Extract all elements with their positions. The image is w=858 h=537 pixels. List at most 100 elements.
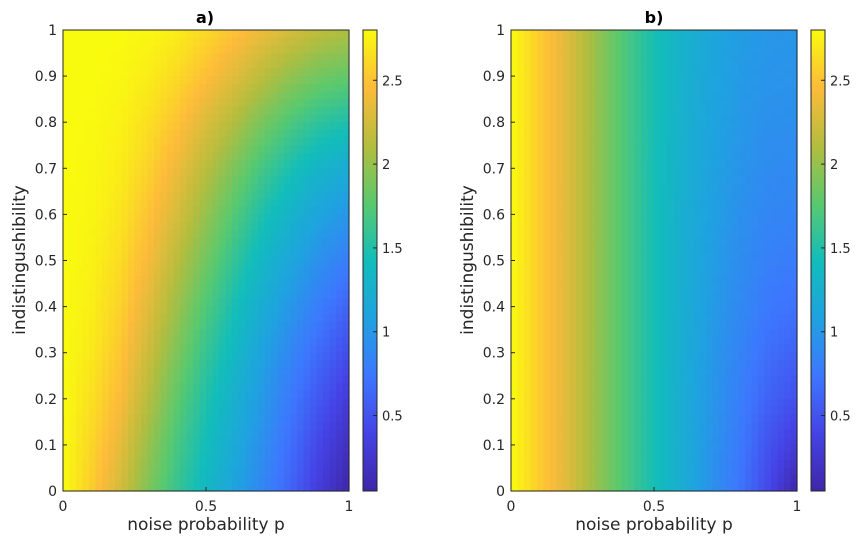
heatmap-cell	[569, 337, 577, 346]
heatmap-cell	[186, 60, 194, 70]
heatmap-cell	[563, 329, 571, 338]
heatmap-cell	[82, 91, 90, 100]
heatmap-cell	[634, 337, 642, 346]
heatmap-cell	[193, 375, 201, 385]
heatmap-cell	[323, 391, 331, 400]
heatmap-cell	[530, 306, 538, 315]
heatmap-cell	[667, 83, 675, 93]
heatmap-cell	[342, 345, 350, 354]
heatmap-cell	[556, 191, 564, 200]
heatmap-cell	[329, 360, 337, 369]
heatmap-cell	[784, 245, 792, 254]
heatmap-cell	[264, 268, 272, 277]
heatmap-cell	[167, 222, 175, 231]
heatmap-cell	[219, 314, 227, 323]
heatmap-cell	[751, 214, 759, 223]
heatmap-cell	[251, 467, 259, 477]
heatmap-cell	[511, 183, 519, 192]
heatmap-cell	[147, 460, 155, 469]
heatmap-cell	[316, 199, 324, 208]
heatmap-cell	[641, 298, 649, 308]
heatmap-cell	[186, 444, 194, 454]
heatmap-cell	[784, 137, 792, 146]
heatmap-cell	[336, 414, 344, 423]
heatmap-cell	[615, 245, 623, 254]
heatmap-cell	[95, 283, 103, 292]
heatmap-cell	[329, 437, 337, 446]
heatmap-cell	[264, 214, 272, 223]
heatmap-cell	[654, 191, 662, 200]
heatmap-cell	[95, 168, 103, 177]
heatmap-cell	[777, 106, 785, 116]
heatmap-cell	[323, 237, 331, 246]
heatmap-cell	[76, 183, 84, 192]
heatmap-cell	[102, 421, 110, 431]
heatmap-cell	[134, 444, 142, 454]
heatmap-cell	[569, 268, 577, 277]
heatmap-cell	[342, 106, 350, 116]
heatmap-cell	[686, 45, 694, 54]
heatmap-cell	[310, 237, 318, 246]
heatmap-cell	[206, 222, 214, 231]
heatmap-cell	[160, 268, 168, 277]
heatmap-cell	[63, 352, 71, 361]
heatmap-cell	[615, 129, 623, 139]
heatmap-cell	[310, 260, 318, 269]
heatmap-cell	[660, 391, 668, 400]
heatmap-cell	[219, 175, 227, 185]
heatmap-cell	[316, 291, 324, 300]
heatmap-cell	[251, 30, 259, 39]
heatmap-cell	[738, 45, 746, 54]
heatmap-cell	[673, 76, 681, 85]
heatmap-cell	[706, 237, 714, 246]
heatmap-cell	[303, 137, 311, 146]
heatmap-cell	[160, 406, 168, 415]
heatmap-cell	[186, 137, 194, 146]
heatmap-cell	[615, 214, 623, 223]
heatmap-cell	[628, 191, 636, 200]
heatmap-cell	[284, 160, 292, 169]
heatmap-cell	[777, 398, 785, 408]
heatmap-cell	[271, 437, 279, 446]
colorbar-tick-label: 2	[382, 158, 390, 173]
heatmap-cell	[219, 298, 227, 308]
heatmap-cell	[89, 475, 97, 484]
heatmap-cell	[180, 37, 188, 46]
heatmap-cell	[290, 30, 298, 39]
heatmap-cell	[693, 283, 701, 292]
heatmap-cell	[147, 183, 155, 192]
heatmap-cell	[667, 406, 675, 415]
heatmap-cell	[121, 252, 129, 262]
heatmap-cell	[173, 30, 181, 39]
heatmap-cell	[595, 76, 603, 85]
heatmap-cell	[95, 298, 103, 308]
heatmap-cell	[134, 53, 142, 62]
heatmap-cell	[95, 68, 103, 77]
heatmap-cell	[777, 337, 785, 346]
heatmap-cell	[271, 329, 279, 338]
heatmap-cell	[63, 137, 71, 146]
heatmap-cell	[615, 83, 623, 93]
heatmap-cell	[290, 53, 298, 62]
heatmap-cell	[160, 467, 168, 477]
heatmap-cell	[271, 137, 279, 146]
heatmap-cell	[297, 168, 305, 177]
heatmap-cell	[128, 452, 136, 461]
heatmap-cell	[245, 375, 253, 385]
heatmap-cell	[342, 483, 350, 492]
heatmap-cell	[336, 460, 344, 469]
heatmap-cell	[602, 275, 610, 285]
heatmap-cell	[134, 76, 142, 85]
heatmap-cell	[543, 283, 551, 292]
heatmap-cell	[654, 129, 662, 139]
heatmap-cell	[790, 237, 798, 246]
heatmap-cell	[115, 137, 123, 146]
heatmap-cell	[647, 129, 655, 139]
heatmap-cell	[732, 252, 740, 262]
heatmap-cell	[706, 214, 714, 223]
heatmap-cell	[706, 175, 714, 185]
heatmap-cell	[336, 53, 344, 62]
heatmap-cell	[517, 30, 525, 39]
heatmap-cell	[167, 321, 175, 331]
heatmap-cell	[751, 99, 759, 108]
